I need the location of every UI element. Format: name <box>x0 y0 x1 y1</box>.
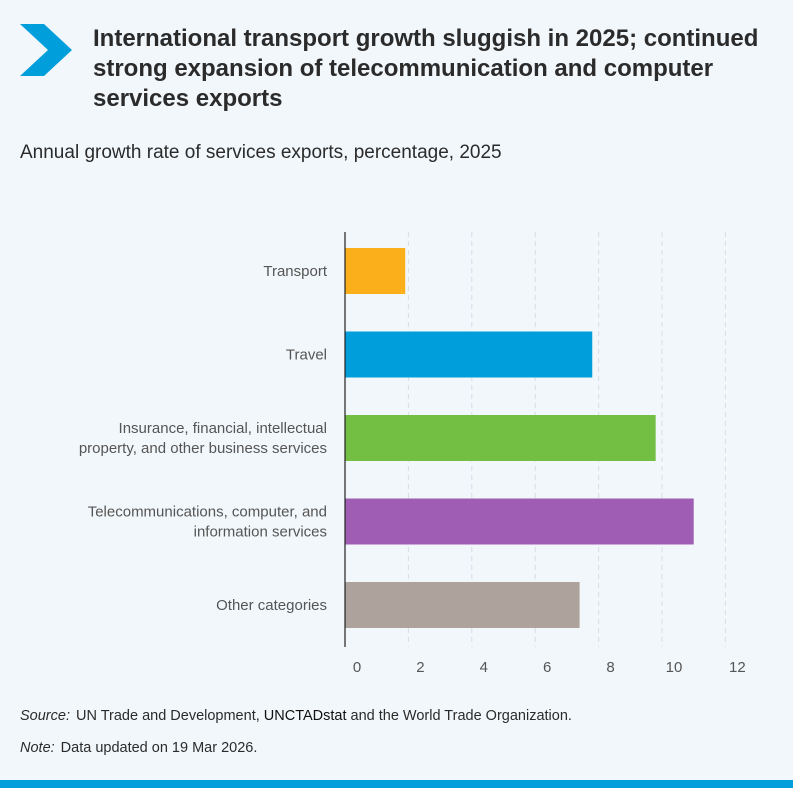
bar-insurance-financial <box>345 415 656 461</box>
page-title: International transport growth sluggish … <box>93 25 759 112</box>
bar-travel <box>345 331 593 378</box>
footer-notes: Source: UN Trade and Development, UNCTADs… <box>20 706 572 770</box>
category-label: Other categories <box>216 597 327 614</box>
source-text-post: and the World Trade Organization. <box>346 708 572 724</box>
category-label: Travel <box>286 347 327 364</box>
category-label: Insurance, financial, intellectual <box>119 420 327 437</box>
bar-chart: Transport Travel Insurance, financial, int… <box>79 232 746 676</box>
bottom-accent-bar <box>0 780 793 788</box>
header: International transport growth sluggish … <box>0 0 793 130</box>
chart-title: Annual growth rate of services exports, … <box>20 142 502 163</box>
x-tick-label: 4 <box>480 659 488 676</box>
x-tick-label: 6 <box>543 659 551 676</box>
category-label: property, and other business services <box>79 440 327 457</box>
bar-telecom-computer <box>345 498 694 545</box>
x-tick-label: 10 <box>666 659 683 676</box>
bar-other-categories <box>345 582 580 628</box>
x-tick-label: 2 <box>416 659 424 676</box>
note-label: Note: <box>20 740 55 756</box>
category-label: Telecommunications, computer, and <box>88 504 327 521</box>
source-label: Source: <box>20 708 70 724</box>
note-line: Note: Data updated on 19 Mar 2026. <box>20 738 572 758</box>
chevron-right-icon <box>20 24 72 76</box>
unctadstat-link[interactable]: UNCTADstat <box>263 708 347 724</box>
x-tick-label: 8 <box>606 659 614 676</box>
category-label: Transport <box>263 263 327 280</box>
category-label: information services <box>194 524 327 541</box>
source-text-pre: UN Trade and Development, <box>75 708 264 724</box>
source-line: Source: UN Trade and Development, UNCTADs… <box>20 706 572 726</box>
x-tick-label: 12 <box>729 659 746 676</box>
x-tick-label: 0 <box>353 659 361 676</box>
note-text: Data updated on 19 Mar 2026. <box>60 740 258 756</box>
bar-transport <box>345 248 406 294</box>
